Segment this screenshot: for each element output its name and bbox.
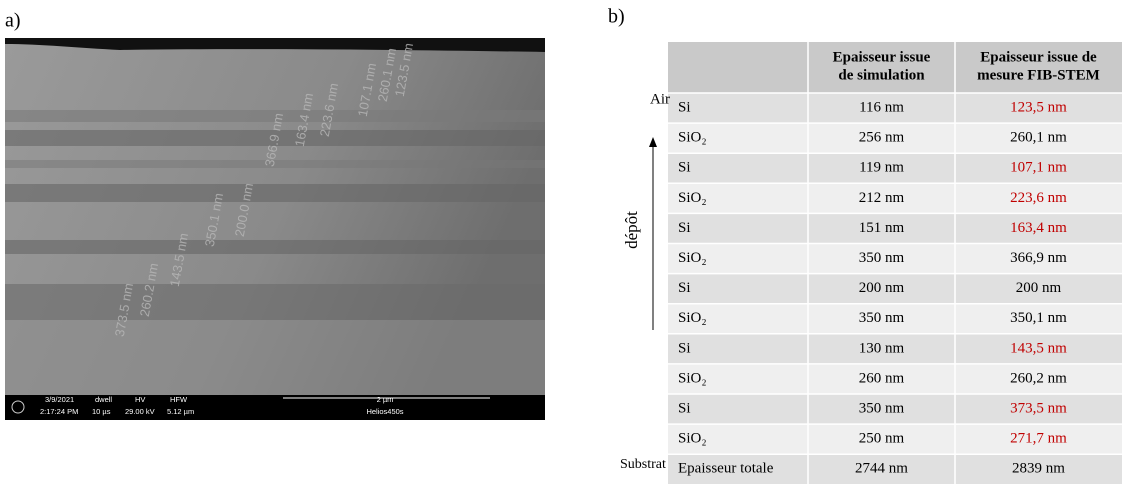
sem-image <box>5 38 545 420</box>
measure-cell: 350,1 nm <box>1010 310 1067 326</box>
simulation-cell: 260 nm <box>859 370 905 386</box>
table-row <box>668 363 1122 394</box>
simulation-cell: 256 nm <box>859 130 905 146</box>
table-row <box>668 93 1122 124</box>
material-cell: Si <box>678 340 691 356</box>
header-cell: Epaisseur issue de simulation <box>833 50 931 84</box>
info-text: 5.12 µm <box>167 407 194 416</box>
material-cell: Si <box>678 99 691 115</box>
table-row <box>668 424 1122 455</box>
material-cell: Si <box>678 400 691 416</box>
table-row <box>668 273 1122 304</box>
measure-cell: 2839 nm <box>1012 461 1065 477</box>
table-row <box>668 183 1122 214</box>
measure-cell: 163,4 nm <box>1010 220 1067 236</box>
simulation-cell: 200 nm <box>859 280 905 296</box>
measure-cell: 366,9 nm <box>1010 250 1067 266</box>
header-row <box>668 42 1122 93</box>
header-cell: Epaisseur issue de mesure FIB-STEM <box>977 50 1100 84</box>
simulation-cell: 350 nm <box>859 250 905 266</box>
table-row <box>668 153 1122 184</box>
material-cell: Epaisseur totale <box>678 461 774 477</box>
info-text: Helios450s <box>366 407 403 416</box>
measure-cell: 260,1 nm <box>1010 130 1067 146</box>
simulation-cell: 151 nm <box>859 220 905 236</box>
info-text: 29.00 kV <box>125 407 155 416</box>
table-row <box>668 394 1122 425</box>
info-text: 10 µs <box>92 407 111 416</box>
material-cell: SiO₂ <box>678 310 707 326</box>
table-row <box>668 454 1122 485</box>
panel-label: b) <box>608 6 625 28</box>
table-row <box>668 303 1122 334</box>
table-row <box>668 243 1122 274</box>
arrow-head <box>649 137 657 147</box>
material-cell: SiO₂ <box>678 190 707 206</box>
material-cell: Si <box>678 280 691 296</box>
substrat-label: Substrat <box>620 457 666 472</box>
measure-cell: 260,2 nm <box>1010 370 1067 386</box>
simulation-cell: 250 nm <box>859 431 905 447</box>
side-label: dépôt <box>622 211 641 249</box>
info-text: 2:17:24 PM <box>40 407 78 416</box>
simulation-cell: 2744 nm <box>855 461 908 477</box>
material-cell: Si <box>678 160 691 176</box>
measure-cell: 200 nm <box>1016 280 1062 296</box>
material-cell: SiO₂ <box>678 431 707 447</box>
material-cell: SiO₂ <box>678 130 707 146</box>
simulation-cell: 130 nm <box>859 340 905 356</box>
simulation-cell: 119 nm <box>859 160 904 176</box>
simulation-cell: 212 nm <box>859 190 905 206</box>
table-row <box>668 333 1122 364</box>
info-text: dwell <box>95 395 112 404</box>
info-text: HV <box>135 395 145 404</box>
table-row <box>668 123 1122 154</box>
table-row <box>668 213 1122 244</box>
simulation-cell: 350 nm <box>859 400 905 416</box>
panel-label: a) <box>5 10 21 32</box>
measure-cell: 271,7 nm <box>1010 431 1067 447</box>
material-cell: Si <box>678 220 691 236</box>
material-cell: SiO₂ <box>678 250 707 266</box>
air-label: Air <box>650 91 670 107</box>
material-cell: SiO₂ <box>678 370 707 386</box>
measure-cell: 123,5 nm <box>1010 99 1067 115</box>
simulation-cell: 350 nm <box>859 310 905 326</box>
simulation-cell: 116 nm <box>859 99 904 115</box>
info-text: 3/9/2021 <box>45 395 74 404</box>
measure-cell: 373,5 nm <box>1010 400 1067 416</box>
info-text: HFW <box>170 395 188 404</box>
measure-cell: 223,6 nm <box>1010 190 1067 206</box>
measure-cell: 107,1 nm <box>1010 160 1067 176</box>
measure-cell: 143,5 nm <box>1010 340 1067 356</box>
scale-text: 2 µm <box>377 395 394 404</box>
